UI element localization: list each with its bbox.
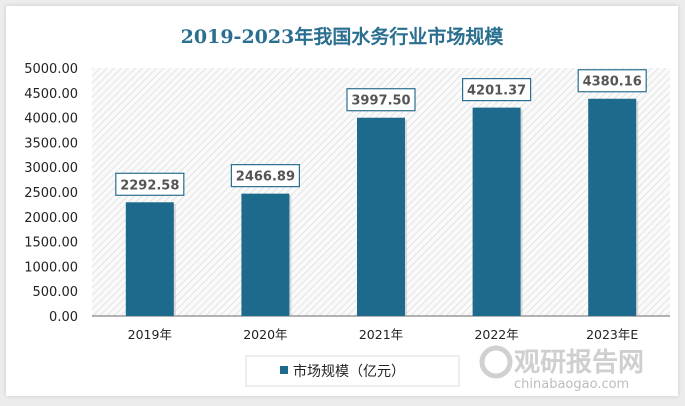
y-tick-label: 4500.00 <box>24 87 78 102</box>
bar <box>472 107 521 316</box>
legend: 市场规模（亿元） <box>245 355 460 387</box>
data-label-box <box>346 88 416 112</box>
watermark-logo-icon <box>479 345 513 379</box>
data-label: 2466.89 <box>236 170 295 185</box>
data-label: 3997.50 <box>351 94 410 109</box>
y-tick-label: 500.00 <box>33 285 79 300</box>
data-label-box <box>115 172 185 196</box>
watermark: 观研报告网 chinabaogao.com <box>479 345 644 392</box>
y-tick-label: 3000.00 <box>24 161 78 176</box>
y-tick-label: 1000.00 <box>24 260 78 275</box>
y-tick-label: 1500.00 <box>24 236 78 251</box>
data-label-box <box>230 164 300 188</box>
data-label: 4201.37 <box>467 84 526 99</box>
y-tick-label: 5000.00 <box>24 62 78 77</box>
x-tick-label: 2023年E <box>586 327 638 342</box>
chart-card: 2019-2023年我国水务行业市场规模 0.00 500.00 1000.00 15… <box>6 6 678 396</box>
bar <box>588 98 637 316</box>
x-tick-label: 2019年 <box>128 327 172 342</box>
legend-swatch <box>280 366 288 374</box>
y-tick-label: 4000.00 <box>24 112 78 127</box>
bar <box>241 193 290 316</box>
x-tick-label: 2020年 <box>243 327 287 342</box>
legend-label: 市场规模（亿元） <box>293 363 405 380</box>
x-tick-label: 2021年 <box>359 327 403 342</box>
watermark-name: 观研报告网 <box>514 347 644 378</box>
y-tick-label: 2000.00 <box>24 211 78 226</box>
y-tick-label: 3500.00 <box>24 136 78 151</box>
data-label-box <box>577 69 647 93</box>
chart-title: 2019-2023年我国水务行业市场规模 <box>181 25 505 48</box>
y-tick-label: 2500.00 <box>24 186 78 201</box>
bar <box>357 117 405 316</box>
bar <box>125 202 174 316</box>
data-label: 4380.16 <box>583 75 642 90</box>
bar-chart: 2019-2023年我国水务行业市场规模 0.00 500.00 1000.00 15… <box>24 25 670 392</box>
data-label: 2292.58 <box>120 178 179 193</box>
x-tick-label: 2022年 <box>474 327 518 342</box>
data-label-box <box>462 78 532 102</box>
watermark-url: chinabaogao.com <box>514 377 629 392</box>
y-tick-label: 0.00 <box>49 310 78 325</box>
